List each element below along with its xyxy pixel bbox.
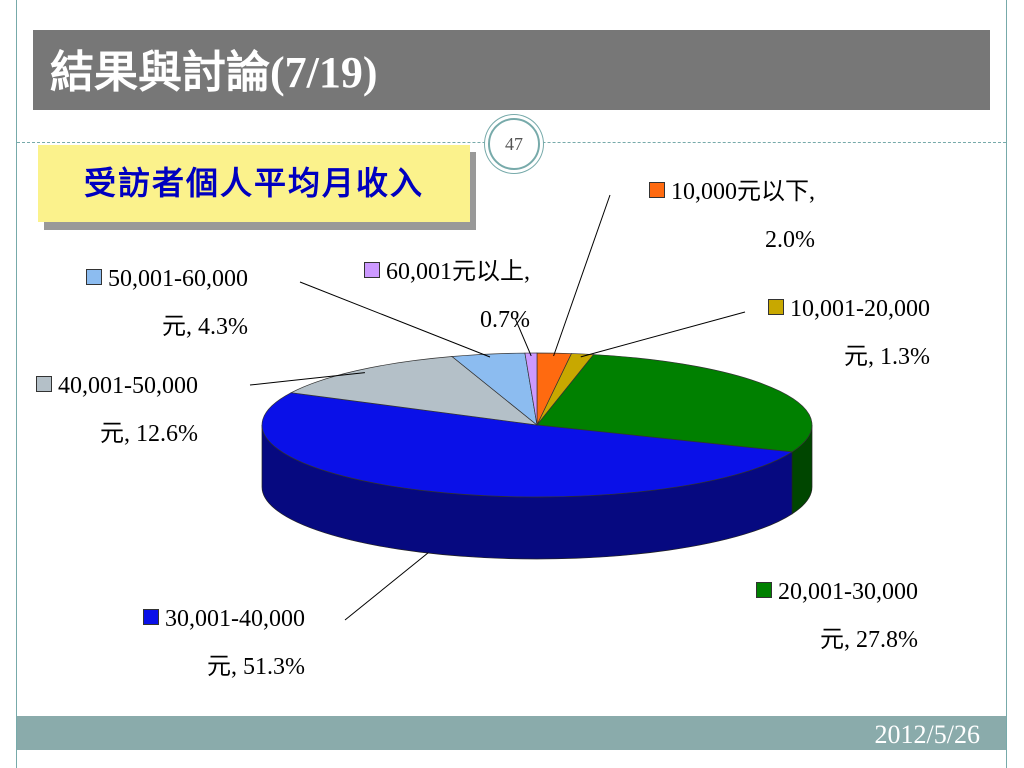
value-label: 12.6%: [136, 421, 198, 447]
footer-bar: [17, 716, 1006, 750]
category-label: 40,001-50,000元: [58, 373, 198, 447]
pie-slice: [524, 352, 538, 426]
category-label: 50,001-60,000元: [108, 266, 248, 340]
pie-slice: [536, 354, 813, 453]
slide-title: 結果與討論(7/19): [50, 48, 378, 97]
legend-key: [768, 299, 784, 315]
category-label: 60,001元以上: [386, 259, 524, 285]
data-label: 10,001-20,000元, 1.3%: [750, 285, 930, 381]
right-border: [1006, 0, 1007, 768]
data-label: 20,001-30,000元, 27.8%: [730, 568, 918, 664]
legend-key: [36, 376, 52, 392]
label-separator: ,: [186, 314, 192, 340]
leader-line: [580, 311, 746, 358]
left-border: [16, 0, 17, 768]
leader-line: [249, 372, 365, 386]
date: 2012/5/26: [874, 720, 980, 749]
value-label: 4.3%: [198, 314, 248, 340]
data-label: 60,001元以上, 0.7%: [340, 248, 530, 344]
data-label: 40,001-50,000元, 12.6%: [18, 362, 198, 458]
legend-key: [86, 269, 102, 285]
label-separator: ,: [809, 179, 815, 205]
leader-line: [299, 281, 491, 358]
chart-title: 受訪者個人平均月收入: [38, 145, 470, 222]
value-label: 27.8%: [856, 627, 918, 653]
value-label: 2.0%: [765, 227, 815, 253]
data-label: 10,000元以下, 2.0%: [625, 168, 815, 264]
label-separator: ,: [231, 654, 237, 680]
pie-slice: [261, 392, 794, 498]
data-label: 30,001-40,000元, 51.3%: [125, 595, 305, 691]
value-label: 0.7%: [480, 307, 530, 333]
value-label: 51.3%: [243, 654, 305, 680]
value-label: 1.3%: [880, 344, 930, 370]
label-separator: ,: [868, 344, 874, 370]
legend-key: [364, 262, 380, 278]
category-label: 10,001-20,000元: [790, 296, 930, 370]
label-separator: ,: [124, 421, 130, 447]
page-number: 47: [488, 118, 540, 170]
leader-line: [514, 317, 532, 357]
leader-line: [344, 552, 429, 621]
label-separator: ,: [844, 627, 850, 653]
title-bar: [33, 30, 990, 110]
leader-line: [553, 194, 611, 357]
label-separator: ,: [524, 259, 530, 285]
legend-key: [756, 582, 772, 598]
legend-key: [649, 182, 665, 198]
category-label: 10,000元以下: [671, 179, 809, 205]
category-label: 30,001-40,000元: [165, 606, 305, 680]
data-label: 50,001-60,000元, 4.3%: [68, 255, 248, 351]
category-label: 20,001-30,000元: [778, 579, 918, 653]
legend-key: [143, 609, 159, 625]
